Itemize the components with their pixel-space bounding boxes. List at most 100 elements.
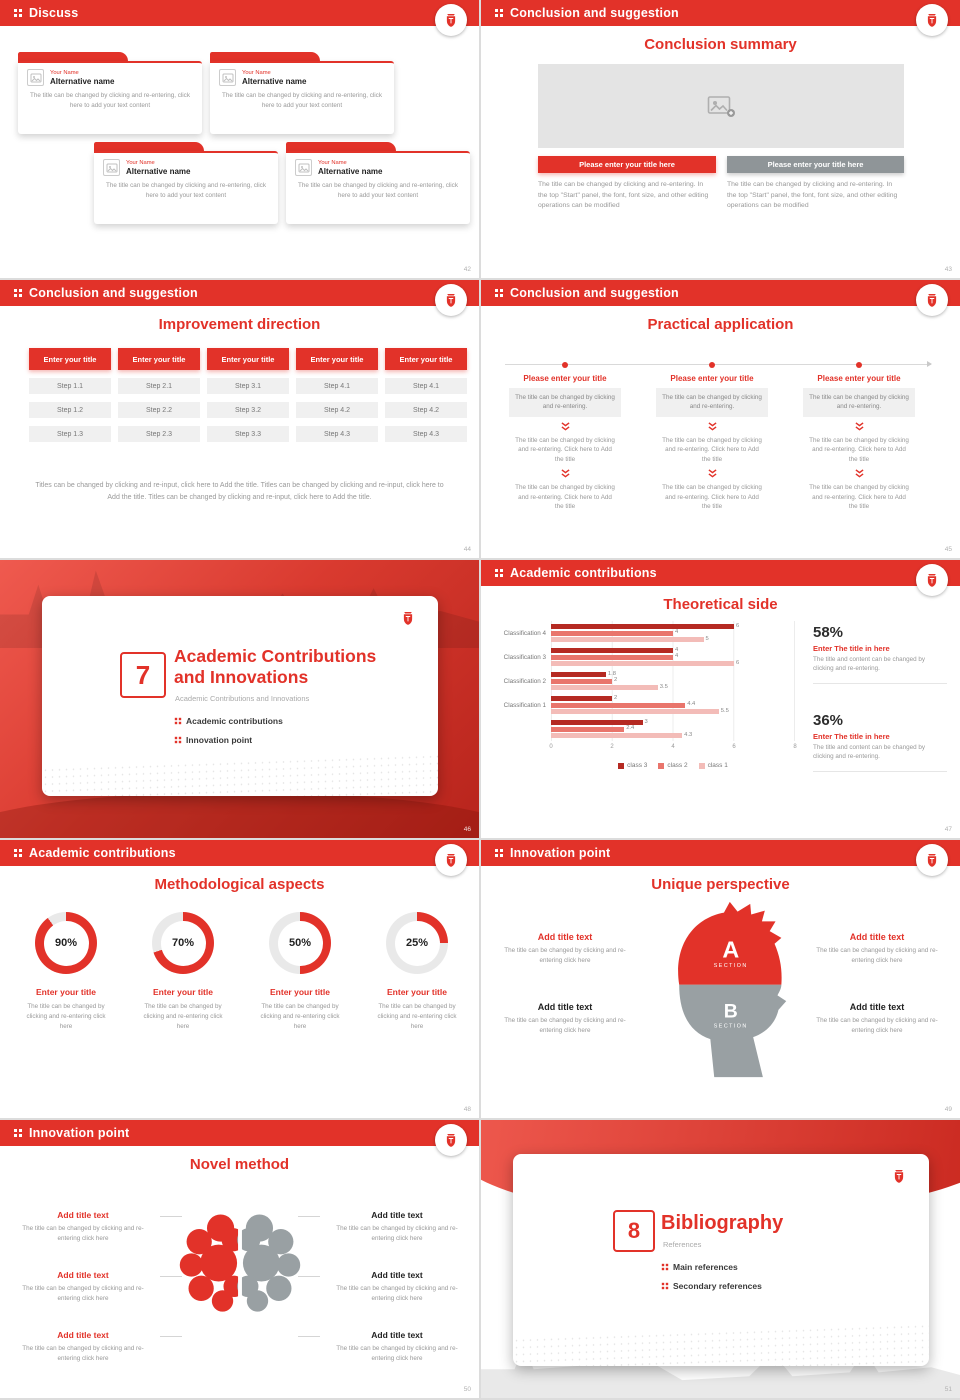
title-button-left[interactable]: Please enter your title here [538,156,716,173]
image-placeholder[interactable] [538,64,904,148]
cover-card: 8 Bibliography References Main reference… [513,1154,929,1366]
body-text-left: The title can be changed by clicking and… [538,181,709,210]
text-block-right-1: Add title text The title can be changed … [322,1210,472,1244]
slide-47-theoretical-side[interactable]: Academic contributions Theoretical side … [481,560,960,838]
slide-header: Innovation point [0,1120,479,1156]
column-title-button[interactable]: Enter your title [296,348,378,370]
header-title: Conclusion and suggestion [510,6,679,20]
donut-body: The title can be changed by clicking and… [26,1003,106,1030]
head-lower-gray-section [679,984,787,1078]
step-column-1: Enter your title Step 1.1 Step 1.2 Step … [29,348,111,442]
legend-swatch [698,762,705,769]
your-name-label: Your Name [50,69,79,76]
block-title: Add title text [57,1330,109,1340]
bar-value-label: 1.8 [607,670,616,677]
column-title-button[interactable]: Enter your title [385,348,467,370]
bar-class-2: 2 [551,677,617,684]
block-title: Add title text [537,1002,593,1012]
donut-chart: 25% [386,912,448,974]
slide-42-discuss[interactable]: Discuss Your Name Alternative name The t… [0,0,479,278]
alternative-name-label: Alternative name [318,166,383,176]
slide-header: Academic contributions [481,560,960,596]
step-item: Step 4.3 [296,426,378,442]
block-body: The title can be changed by clicking and… [816,947,938,964]
slide-43-conclusion-summary[interactable]: Conclusion and suggestion Conclusion sum… [481,0,960,278]
slide-49-unique-perspective[interactable]: Innovation point Unique perspective A SE… [481,840,960,1118]
your-name-label: Your Name [126,159,155,166]
block-title: Add title text [371,1210,423,1220]
cover-card: 7 Academic Contributions and Innovations… [42,596,438,796]
block-title: Add title text [371,1270,423,1280]
slide-48-methodological-aspects[interactable]: Academic contributions Methodological as… [0,840,479,1118]
timeline-dot [709,361,715,368]
section-title-line2: and Innovations [174,666,309,687]
alternative-name-label: Alternative name [50,76,115,86]
university-logo-icon [435,844,467,876]
step-item: Step 2.1 [118,378,200,394]
donut-percent: 70% [171,937,195,949]
block-body: The title can be changed by clicking and… [22,1345,144,1362]
text-block-left-1: Add title text The title can be changed … [8,1210,158,1244]
block-body: The title can be changed by clicking and… [816,1017,938,1034]
header-bullet-icon [495,849,503,857]
column-title-button[interactable]: Enter your title [29,348,111,370]
section-title: Academic Contributions and Innovations [174,646,376,687]
stat-percent: 58% [813,624,844,641]
x-tick-label: 8 [793,744,797,750]
slide-44-improvement-direction[interactable]: Conclusion and suggestion Improvement di… [0,280,479,558]
block-body: The title can be changed by clicking and… [22,1225,144,1242]
block-body: The title can be changed by clicking and… [336,1345,458,1362]
dotted-wave-decoration [42,753,438,796]
slide-51-section-cover[interactable]: 8 Bibliography References Main reference… [481,1120,960,1398]
bar-plot: Classification 4 6 4 5 Classification 3 4 4 6 Cl… [495,621,795,741]
section-b-label: SECTION [714,1023,748,1029]
header-title: Discuss [29,6,79,20]
university-logo-icon [435,1124,467,1156]
university-logo-icon [435,4,467,36]
page-number: 51 [944,1386,952,1393]
slide-header: Innovation point [481,840,960,876]
title-button-right[interactable]: Please enter your title here [727,156,904,173]
card-text: The title can be changed by clicking and… [222,92,382,109]
step-item: Step 4.1 [385,378,467,394]
section-a-letter: A [722,936,739,962]
bar-class-3: 3 [551,719,648,725]
header-bullet-icon [14,1129,22,1137]
donut-title: Enter your title [387,987,447,997]
step-item: Step 3.2 [207,402,289,418]
step-item: Step 2.3 [118,426,200,442]
slide-45-practical-application[interactable]: Conclusion and suggestion Practical appl… [481,280,960,558]
alternative-name-label: Alternative name [242,76,307,86]
card-body: Your Name Alternative name The title can… [94,151,278,224]
donut-percent: 90% [54,937,78,949]
bar-class-2: 4 [551,653,678,660]
bar-class-1: 5 [551,636,709,642]
connector-line [160,1216,182,1217]
bar-class-3: 2 [551,695,617,701]
column-title-button[interactable]: Enter your title [207,348,289,370]
card-text: The title can be changed by clicking and… [30,92,190,109]
donut-chart: 50% [269,912,331,974]
bar-class-3: 6 [551,623,739,629]
x-axis: 0 2 4 6 8 [549,744,797,754]
double-chevron-down-icon [707,469,718,478]
donut-title: Enter your title [270,987,330,997]
slide-title: Unique perspective [651,876,790,893]
column-title-button[interactable]: Enter your title [118,348,200,370]
image-placeholder-icon [707,96,735,117]
slide-46-section-cover[interactable]: 7 Academic Contributions and Innovations… [0,560,479,838]
column-text: The title can be changed by clicking and… [662,436,762,463]
bar-value-label: 2 [614,677,618,683]
column-box-text: The title can be changed by clicking and… [509,388,621,417]
column-text: The title can be changed by clicking and… [515,436,615,463]
section-title: Bibliography [661,1212,784,1234]
x-tick-label: 2 [610,744,614,750]
text-block-right-2: Add title text The title can be changed … [322,1270,472,1304]
category-label: Classification 3 [503,653,546,661]
x-tick-label: 6 [732,744,736,750]
slide-50-novel-method[interactable]: Innovation point Novel method [0,1120,479,1398]
block-body: The title can be changed by clicking and… [22,1285,144,1302]
image-icon [27,69,44,86]
text-block-left-1: Add title text The title can be changed … [489,932,641,966]
bullet-dots-icon [174,717,181,724]
